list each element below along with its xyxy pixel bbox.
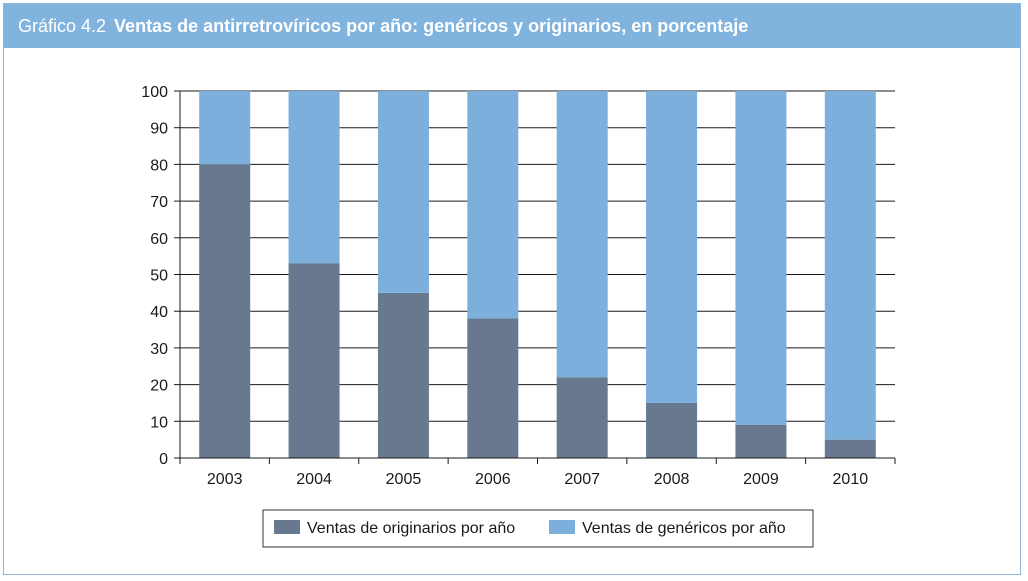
bar-originarios-2008 — [646, 402, 698, 458]
bar-genericos-2009 — [735, 91, 787, 425]
x-tick-label: 2008 — [654, 471, 690, 488]
x-tick-label: 2005 — [386, 471, 422, 488]
bar-originarios-2007 — [556, 377, 608, 458]
x-tick-label: 2007 — [564, 471, 600, 488]
y-tick-label: 50 — [150, 268, 168, 285]
y-tick-label: 60 — [150, 231, 168, 248]
x-tick-label: 2003 — [207, 471, 243, 488]
y-tick-label: 20 — [150, 378, 168, 395]
chart-title: Ventas de antirretrovíricos por año: gen… — [114, 15, 749, 36]
y-tick-label: 70 — [150, 194, 168, 211]
bar-genericos-2004 — [288, 91, 340, 264]
x-tick-label: 2004 — [296, 471, 332, 488]
bar-originarios-2005 — [377, 292, 429, 458]
y-tick-label: 10 — [150, 414, 168, 431]
legend-label-genericos: Ventas de genéricos por año — [582, 520, 786, 537]
bar-originarios-2010 — [824, 439, 876, 458]
bar-genericos-2003 — [199, 91, 251, 165]
x-tick-label: 2010 — [833, 471, 869, 488]
y-tick-label: 0 — [159, 451, 168, 468]
bar-originarios-2003 — [199, 164, 251, 458]
bar-originarios-2004 — [288, 263, 340, 458]
gridlines — [180, 90, 895, 459]
y-tick-label: 80 — [150, 157, 168, 174]
bar-originarios-2006 — [467, 318, 519, 458]
bars — [199, 91, 876, 458]
bar-genericos-2006 — [467, 91, 519, 319]
legend-label-originarios: Ventas de originarios por año — [307, 520, 515, 537]
figure-label: Gráfico 4.2 — [18, 15, 107, 36]
x-tick-label: 2006 — [475, 471, 511, 488]
x-tick-label: 2009 — [743, 471, 779, 488]
bar-genericos-2010 — [824, 91, 876, 440]
bar-genericos-2005 — [377, 91, 429, 293]
legend-box — [262, 509, 814, 548]
y-tick-label: 30 — [150, 341, 168, 358]
bar-genericos-2007 — [556, 91, 608, 378]
y-tick-label: 40 — [150, 304, 168, 321]
legend-swatch-originarios — [274, 520, 300, 534]
bar-genericos-2008 — [646, 91, 698, 403]
legend-swatch-genericos — [549, 520, 575, 534]
axes: 0 10 20 30 40 50 60 70 80 90 100 2003 2004 2005 2006 20… — [141, 84, 896, 488]
y-tick-label: 100 — [141, 84, 168, 101]
y-tick-label: 90 — [150, 121, 168, 138]
bar-originarios-2009 — [735, 424, 787, 458]
legend: Ventas de originarios por año Ventas de … — [262, 509, 814, 548]
chart-header: Gráfico 4.2 Ventas de antirretrovíricos … — [4, 4, 1020, 48]
